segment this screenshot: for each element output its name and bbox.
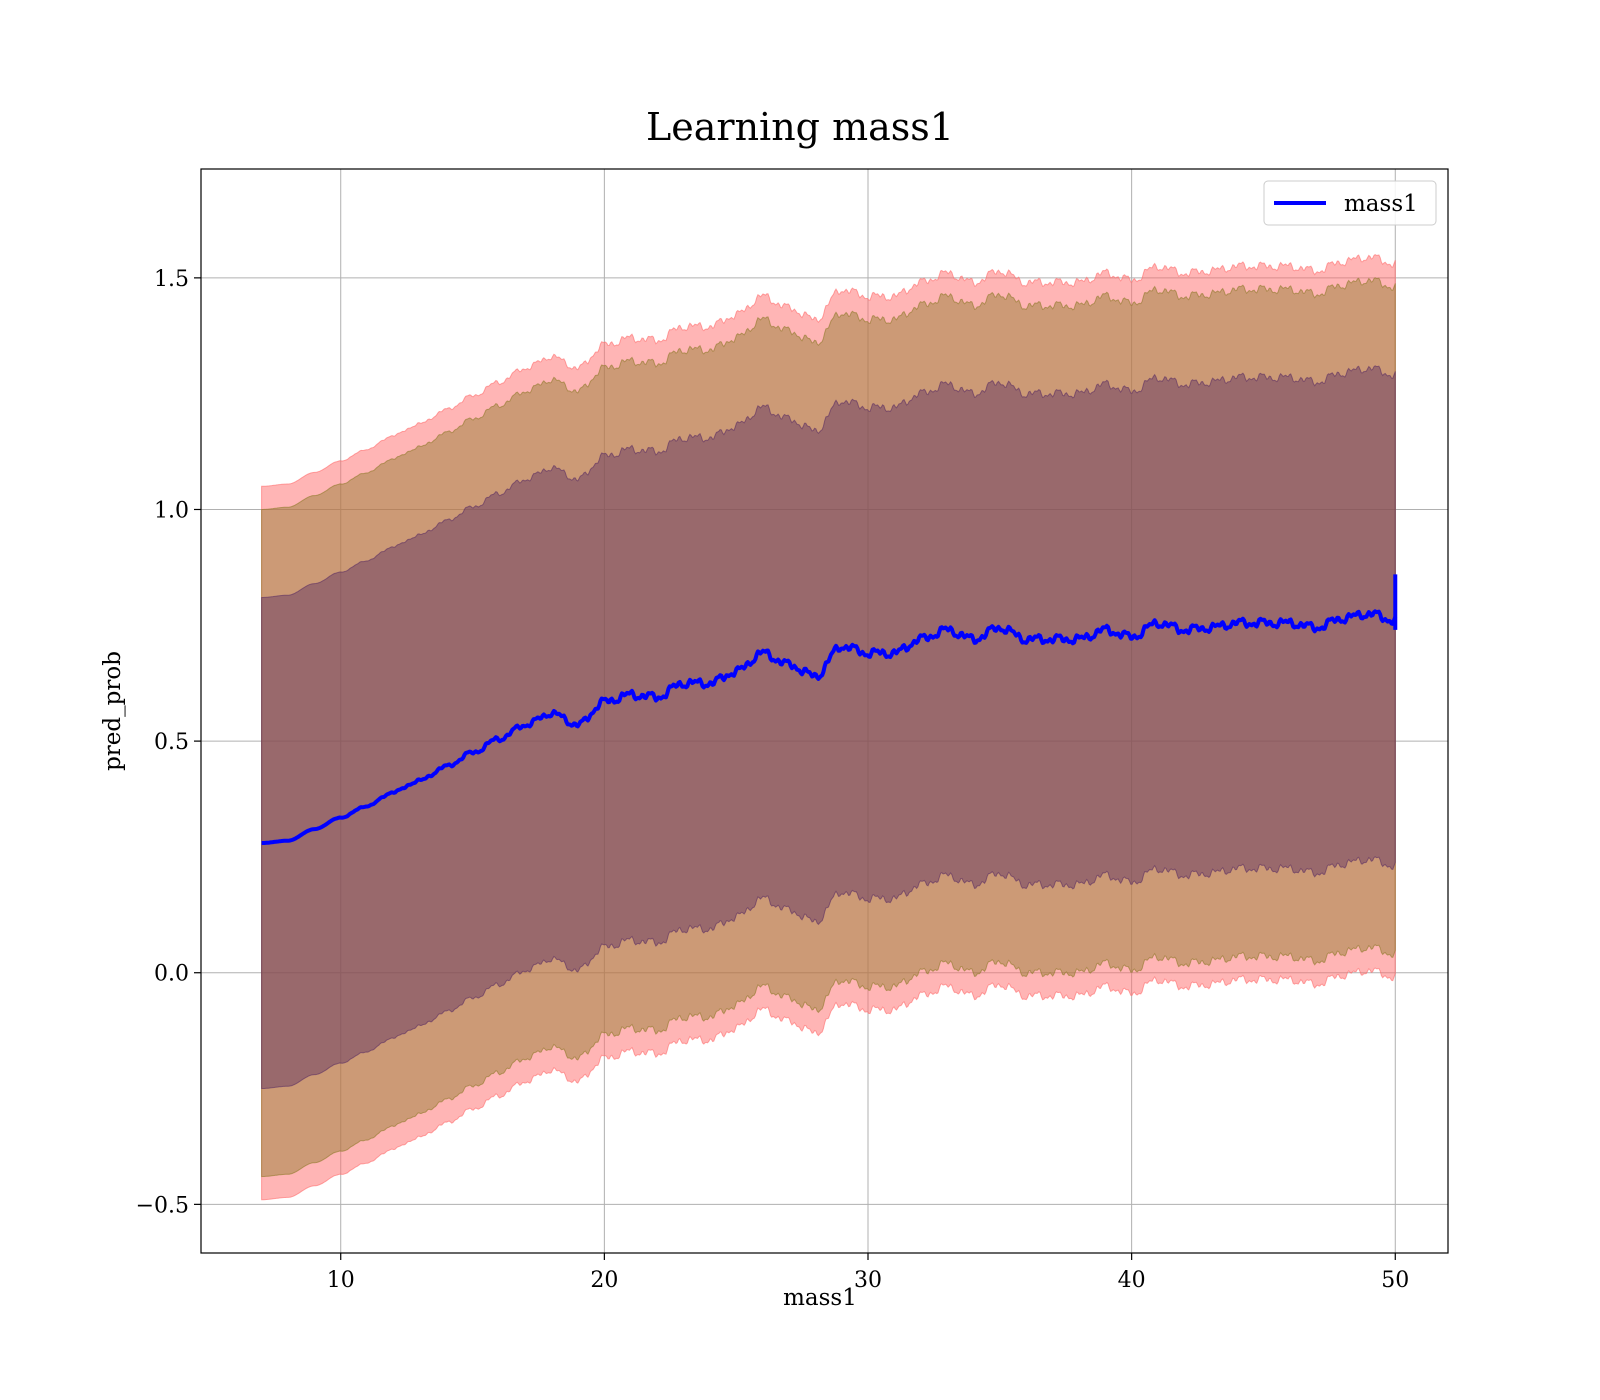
x-axis-label: mass1 [783, 1285, 857, 1311]
axes: 10 20 30 40 50 −0.5 0.0 0.5 1.0 1.5 [136, 168, 1449, 1293]
y-axis-label: pred_prob [100, 651, 126, 771]
band-outer [261, 253, 1396, 1201]
legend: mass1 [1263, 180, 1437, 226]
band-middle [261, 277, 1396, 1178]
x-tick-label: 10 [327, 1268, 355, 1293]
x-tick-label: 30 [854, 1268, 882, 1293]
band-inner [261, 365, 1396, 1089]
x-tick-label: 20 [590, 1268, 618, 1293]
y-tick-label: 0.5 [154, 730, 189, 755]
series-line-mass1 [260, 609, 1398, 845]
chart-title: Learning mass1 [646, 105, 954, 149]
y-tick-label: 0.0 [154, 962, 189, 987]
legend-box [1263, 180, 1437, 226]
confidence-bands [261, 253, 1396, 1201]
series-lines [260, 574, 1398, 845]
y-tick-label: 1.0 [154, 498, 189, 523]
legend-label-mass1: mass1 [1344, 191, 1418, 217]
plot-frame [200, 168, 1449, 1254]
x-tick-label: 40 [1118, 1268, 1146, 1293]
x-tick-label: 50 [1381, 1268, 1409, 1293]
y-tick-label: −0.5 [136, 1193, 189, 1218]
y-tick-label: 1.5 [154, 267, 189, 292]
